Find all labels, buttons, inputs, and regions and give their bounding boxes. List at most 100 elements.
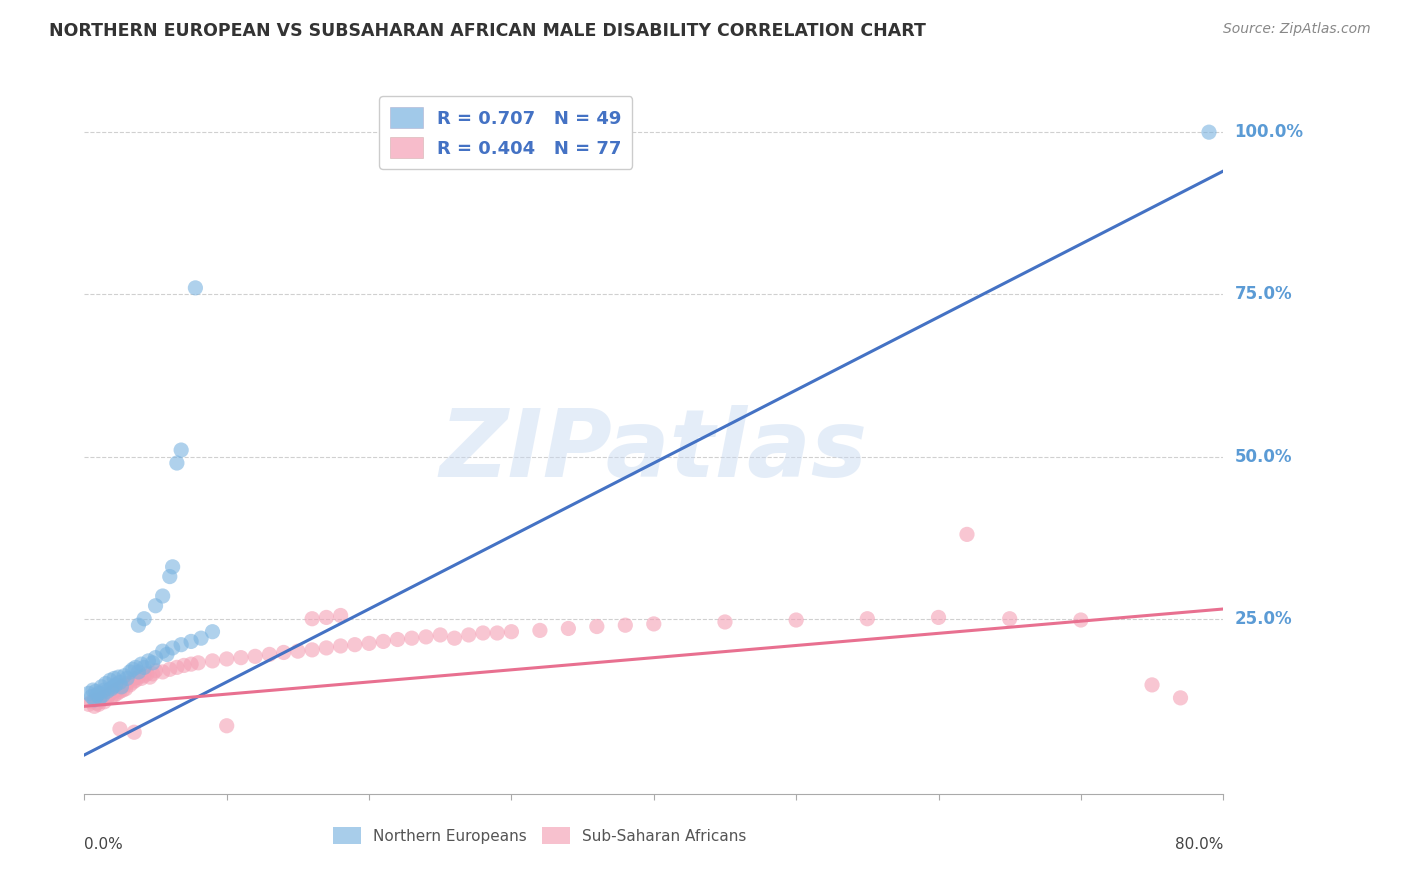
Point bbox=[557, 622, 579, 636]
Point bbox=[401, 631, 423, 645]
Text: 50.0%: 50.0% bbox=[1234, 448, 1292, 466]
Point bbox=[359, 636, 381, 650]
Point bbox=[142, 666, 165, 681]
Point bbox=[139, 670, 162, 684]
Point bbox=[134, 612, 156, 626]
Point bbox=[131, 672, 153, 686]
Point bbox=[457, 628, 479, 642]
Point bbox=[229, 650, 252, 665]
Point bbox=[315, 610, 337, 624]
Point bbox=[180, 634, 202, 648]
Point bbox=[104, 678, 127, 692]
Point bbox=[122, 672, 145, 686]
Point bbox=[152, 644, 174, 658]
Point bbox=[472, 626, 495, 640]
Point bbox=[97, 688, 120, 702]
Point bbox=[114, 681, 136, 696]
Point bbox=[486, 626, 509, 640]
Point bbox=[373, 634, 395, 648]
Point bbox=[215, 719, 238, 733]
Point bbox=[152, 589, 174, 603]
Point bbox=[162, 640, 184, 655]
Point bbox=[301, 612, 323, 626]
Point bbox=[259, 648, 281, 662]
Point bbox=[101, 680, 124, 694]
Text: Source: ZipAtlas.com: Source: ZipAtlas.com bbox=[1223, 22, 1371, 37]
Point bbox=[77, 698, 100, 712]
Text: 25.0%: 25.0% bbox=[1234, 610, 1292, 628]
Point bbox=[1070, 613, 1092, 627]
Point bbox=[856, 612, 879, 626]
Point bbox=[98, 673, 121, 688]
Point bbox=[94, 676, 117, 690]
Point bbox=[127, 618, 149, 632]
Text: 80.0%: 80.0% bbox=[1175, 837, 1223, 852]
Point bbox=[80, 695, 103, 709]
Point bbox=[714, 615, 737, 629]
Text: NORTHERN EUROPEAN VS SUBSAHARAN AFRICAN MALE DISABILITY CORRELATION CHART: NORTHERN EUROPEAN VS SUBSAHARAN AFRICAN … bbox=[49, 22, 927, 40]
Point bbox=[187, 656, 209, 670]
Point bbox=[131, 657, 153, 672]
Point bbox=[89, 690, 111, 705]
Point bbox=[134, 660, 156, 674]
Point bbox=[184, 281, 207, 295]
Point bbox=[1140, 678, 1163, 692]
Point bbox=[329, 608, 352, 623]
Point bbox=[201, 654, 224, 668]
Point bbox=[108, 722, 131, 736]
Point bbox=[190, 631, 212, 645]
Point bbox=[112, 678, 135, 692]
Point bbox=[89, 690, 111, 704]
Point bbox=[134, 669, 156, 683]
Point bbox=[103, 688, 125, 702]
Point bbox=[429, 628, 451, 642]
Point bbox=[301, 643, 323, 657]
Point bbox=[91, 688, 114, 702]
Point bbox=[785, 613, 807, 627]
Point bbox=[159, 662, 181, 676]
Point bbox=[108, 675, 131, 690]
Point bbox=[83, 699, 105, 714]
Point bbox=[201, 624, 224, 639]
Point bbox=[82, 683, 104, 698]
Point bbox=[586, 619, 609, 633]
Point bbox=[343, 638, 366, 652]
Point bbox=[100, 681, 122, 696]
Point bbox=[170, 443, 193, 458]
Point bbox=[90, 680, 112, 694]
Point bbox=[108, 684, 131, 698]
Point bbox=[110, 680, 132, 694]
Point bbox=[443, 631, 465, 645]
Point bbox=[84, 684, 107, 698]
Point bbox=[87, 686, 110, 700]
Point bbox=[124, 660, 146, 674]
Point bbox=[105, 686, 128, 700]
Text: 0.0%: 0.0% bbox=[84, 837, 124, 852]
Point bbox=[115, 676, 138, 690]
Point bbox=[96, 684, 118, 698]
Point bbox=[614, 618, 637, 632]
Point bbox=[112, 669, 135, 683]
Point bbox=[170, 638, 193, 652]
Point bbox=[145, 664, 167, 678]
Point bbox=[93, 695, 115, 709]
Point bbox=[501, 624, 523, 639]
Point bbox=[110, 680, 132, 694]
Point bbox=[387, 632, 409, 647]
Point bbox=[329, 639, 352, 653]
Point bbox=[287, 644, 309, 658]
Point bbox=[118, 665, 141, 679]
Point bbox=[180, 657, 202, 672]
Text: 100.0%: 100.0% bbox=[1234, 123, 1303, 141]
Point bbox=[127, 670, 149, 684]
Point bbox=[86, 696, 108, 710]
Point bbox=[162, 559, 184, 574]
Point bbox=[159, 569, 181, 583]
Point bbox=[91, 690, 114, 705]
Point bbox=[100, 690, 122, 704]
Point bbox=[1170, 690, 1192, 705]
Point bbox=[121, 675, 143, 690]
Point bbox=[166, 456, 188, 470]
Point bbox=[83, 693, 105, 707]
Point bbox=[166, 660, 188, 674]
